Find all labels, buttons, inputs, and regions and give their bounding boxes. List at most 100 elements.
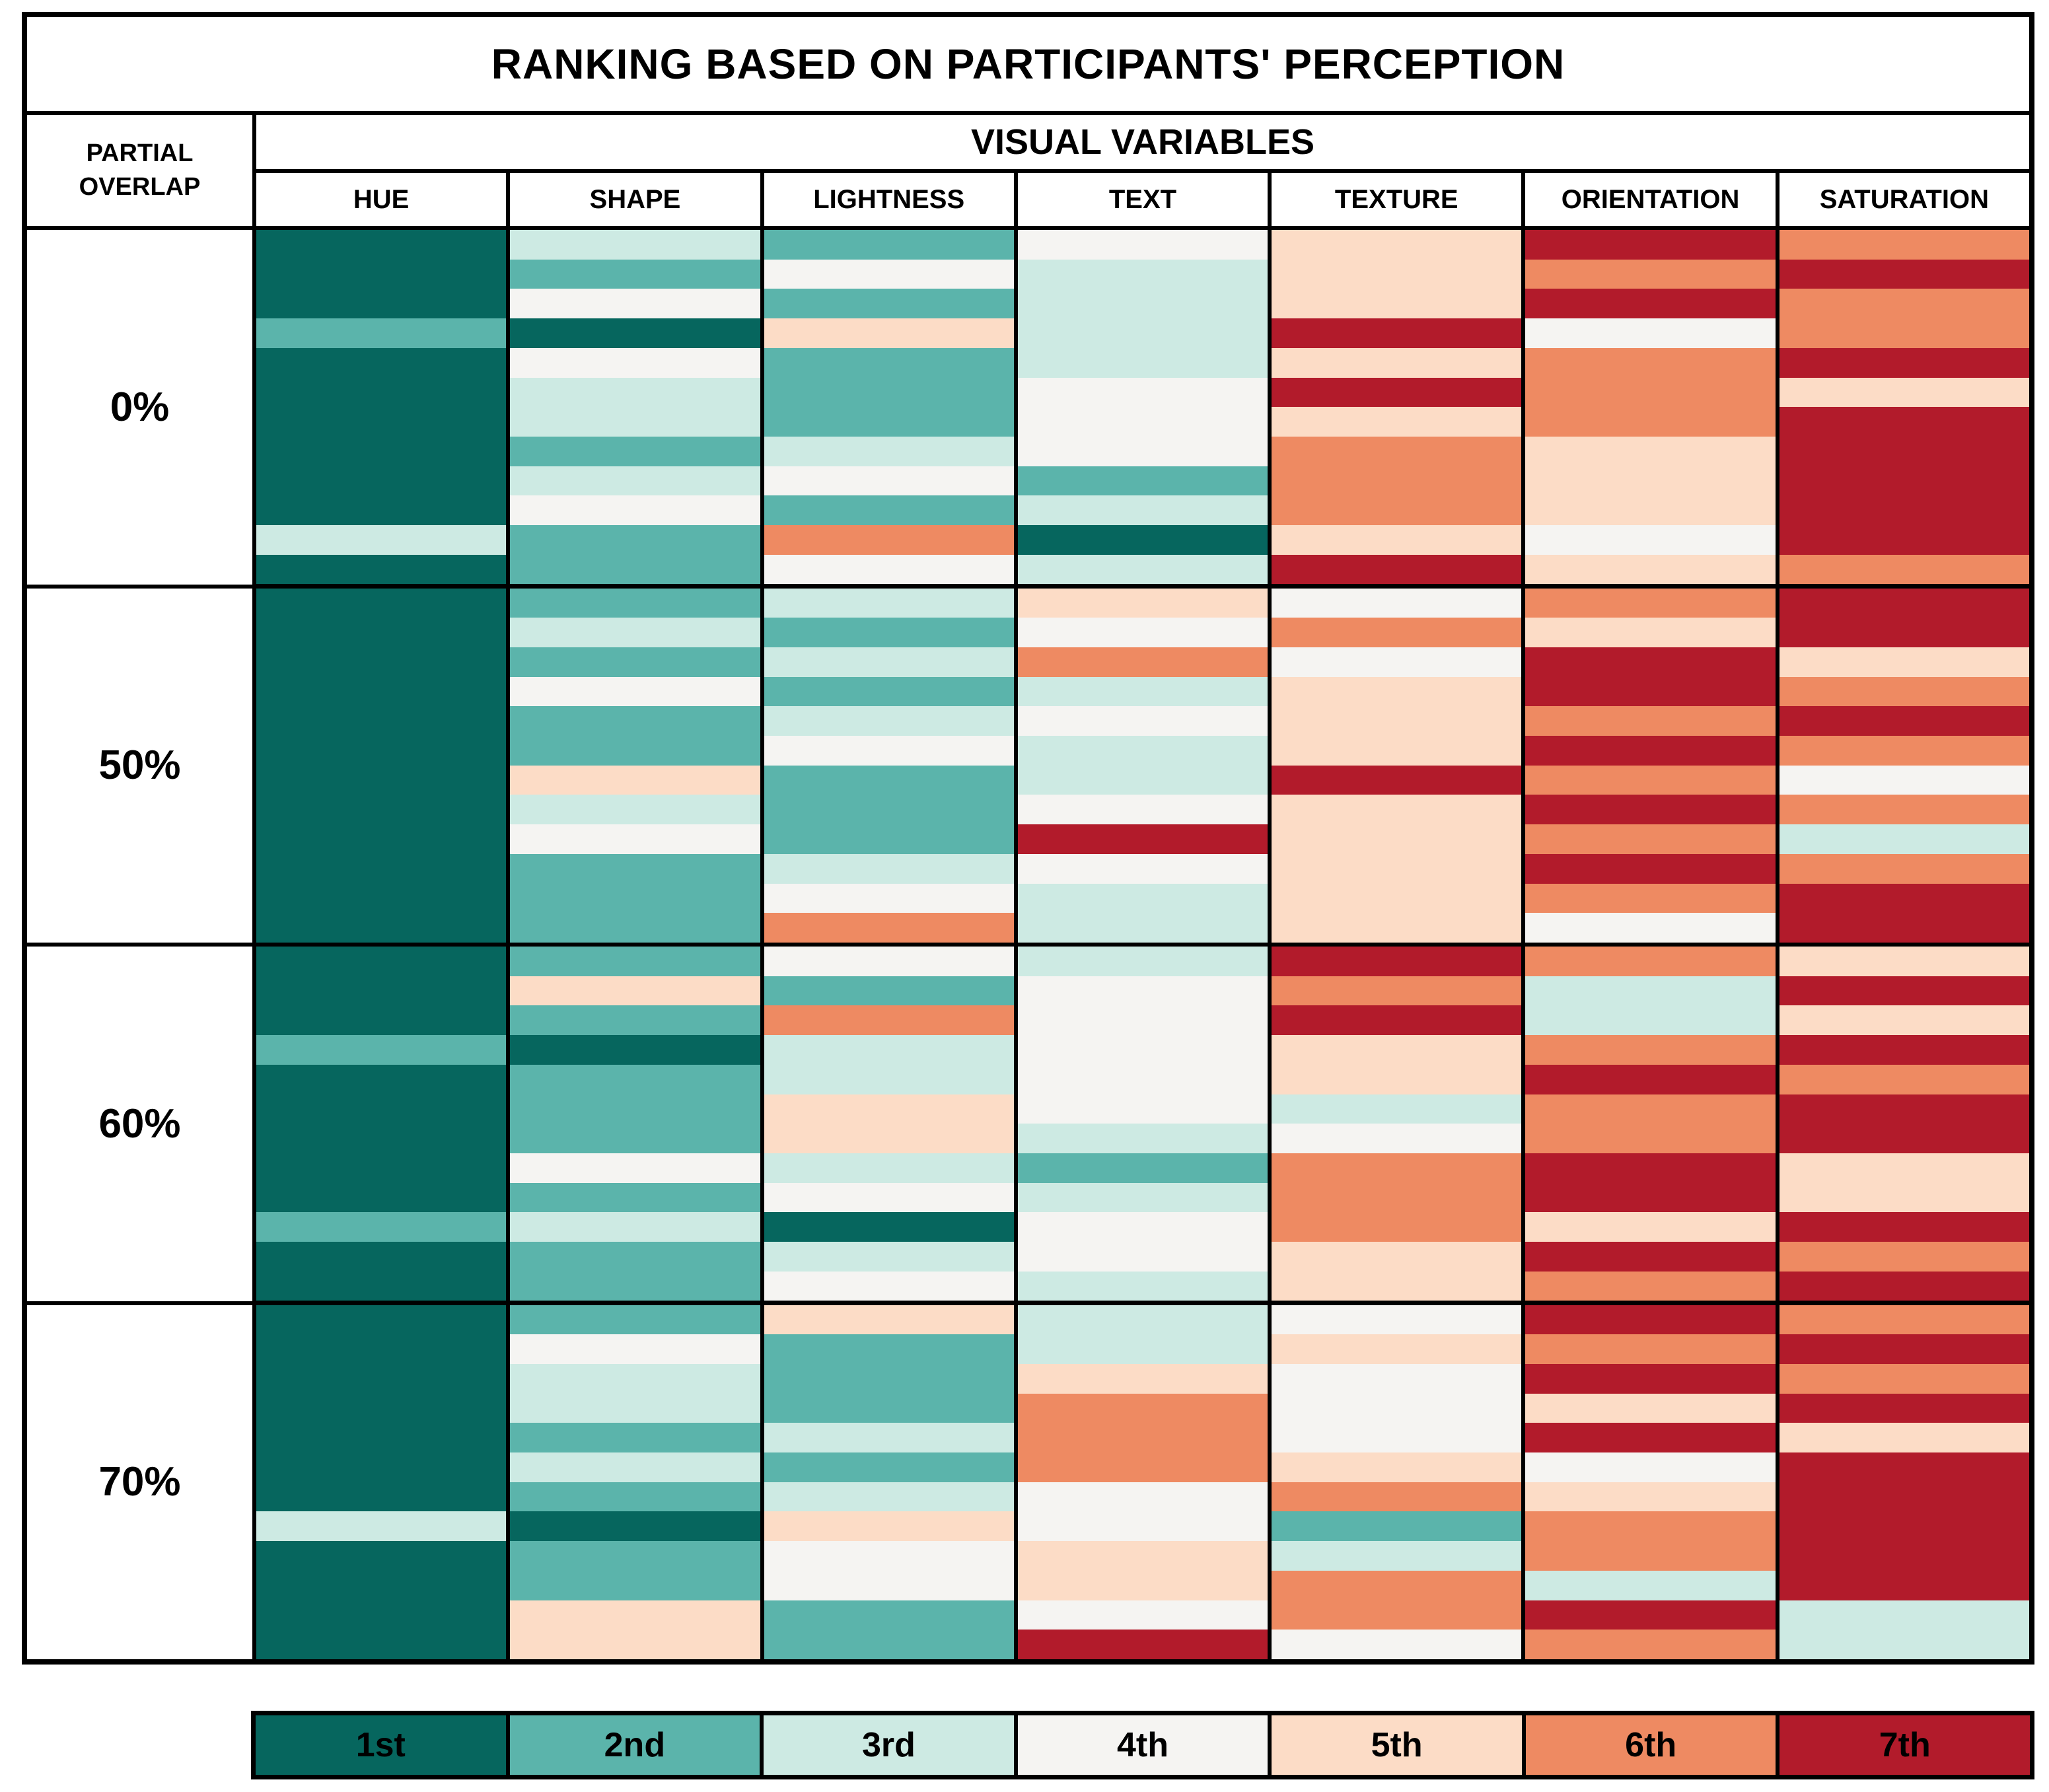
- legend-label: 1st: [355, 1726, 406, 1764]
- rank-stripe: [510, 377, 760, 408]
- rank-stripe: [510, 618, 760, 647]
- rank-stripe: [1017, 706, 1268, 736]
- rank-stripe: [510, 1182, 760, 1213]
- rank-stripe: [1272, 618, 1522, 647]
- rank-stripe: [1525, 1452, 1776, 1482]
- rank-stripe: [1017, 1423, 1268, 1453]
- rank-stripe: [1525, 1271, 1776, 1301]
- rank-stripe: [764, 947, 1014, 976]
- rank-stripe: [764, 1570, 1014, 1600]
- legend-cell-5th: 5th: [1272, 1715, 1522, 1775]
- legend-cell-4th: 4th: [1017, 1715, 1268, 1775]
- rank-stripe: [256, 1511, 507, 1542]
- rank-stripe: [1272, 1005, 1522, 1036]
- rank-stripe: [1779, 1393, 2029, 1423]
- rank-stripe: [764, 1600, 1014, 1630]
- rank-stripe: [1017, 466, 1268, 496]
- rank-stripe: [1272, 259, 1522, 289]
- rank-stripe: [1779, 436, 2029, 466]
- rank-stripe: [1779, 466, 2029, 496]
- legend-label: 5th: [1371, 1726, 1423, 1764]
- rank-stripe: [1525, 1541, 1776, 1571]
- rank-stripe: [764, 588, 1014, 618]
- rank-stripe: [256, 765, 507, 795]
- rank-stripe: [1017, 765, 1268, 795]
- rank-stripe: [1272, 1570, 1522, 1600]
- rank-stripe: [1779, 1064, 2029, 1094]
- rank-stripe: [764, 676, 1014, 707]
- rank-stripe: [764, 259, 1014, 289]
- rank-stripe: [1779, 407, 2029, 437]
- rank-stripe: [256, 289, 507, 319]
- rank-stripe: [510, 347, 760, 378]
- rank-stripe: [1779, 525, 2029, 555]
- heatmap-cell-texture-50: [1272, 588, 1522, 943]
- rank-stripe: [764, 706, 1014, 736]
- rank-stripe: [1779, 1482, 2029, 1512]
- rank-stripe: [510, 824, 760, 854]
- rank-stripe: [510, 1452, 760, 1482]
- rank-stripe: [1779, 1511, 2029, 1542]
- rank-stripe: [1779, 976, 2029, 1006]
- rank-stripe: [764, 1630, 1014, 1659]
- rank-stripe: [1017, 1305, 1268, 1335]
- heatmap-cell-shape-60: [510, 947, 760, 1301]
- heatmap-cell-orientation-70: [1525, 1305, 1776, 1660]
- rank-stripe: [1272, 883, 1522, 914]
- rank-stripe: [1017, 407, 1268, 437]
- rank-stripe: [1272, 706, 1522, 736]
- rank-stripe: [1272, 1094, 1522, 1124]
- heatmap-cell-orientation-50: [1525, 588, 1776, 943]
- rank-stripe: [510, 1363, 760, 1394]
- rank-stripe: [1779, 1124, 2029, 1153]
- legend-label: 6th: [1625, 1726, 1677, 1764]
- column-header-lightness: LIGHTNESS: [764, 173, 1014, 226]
- rank-stripe: [256, 1182, 507, 1213]
- overlap-group-60: 60%: [27, 947, 2029, 1301]
- rank-stripe: [764, 1271, 1014, 1301]
- rank-stripe: [1525, 1334, 1776, 1364]
- rank-stripe: [1272, 1242, 1522, 1272]
- rank-stripe: [764, 1482, 1014, 1512]
- rank-stripe: [510, 765, 760, 795]
- rank-stripe: [1017, 1064, 1268, 1094]
- rank-stripe: [1272, 1600, 1522, 1630]
- rank-stripe: [1017, 259, 1268, 289]
- rank-stripe: [256, 1153, 507, 1183]
- rank-stripe: [1017, 1153, 1268, 1183]
- rank-stripe: [1017, 1541, 1268, 1571]
- rank-stripe: [1525, 1094, 1776, 1124]
- overlap-label: 0%: [27, 230, 252, 585]
- heatmap-cell-text-60: [1017, 947, 1268, 1301]
- ranking-table: RANKING BASED ON PARTICIPANTS' PERCEPTIO…: [22, 12, 2034, 1665]
- column-header-shape: SHAPE: [510, 173, 760, 226]
- rank-stripe: [1525, 1064, 1776, 1094]
- rank-stripe: [764, 913, 1014, 943]
- overlap-group-50: 50%: [27, 588, 2029, 943]
- rank-stripe: [1525, 736, 1776, 766]
- rank-stripe: [1525, 1363, 1776, 1394]
- rank-stripe: [256, 1541, 507, 1571]
- rank-stripe: [1525, 377, 1776, 408]
- rank-stripe: [1525, 1035, 1776, 1065]
- rank-stripe: [256, 947, 507, 976]
- rank-stripe: [1272, 466, 1522, 496]
- column-headers-row: HUE SHAPE LIGHTNESS TEXT TEXTURE ORIENTATION S…: [256, 173, 2029, 226]
- rank-stripe: [1525, 1482, 1776, 1512]
- rank-stripe: [1017, 676, 1268, 707]
- rank-stripe: [1017, 436, 1268, 466]
- heatmap-cell-texture-0: [1272, 230, 1522, 585]
- rank-stripe: [1525, 1242, 1776, 1272]
- rank-stripe: [1525, 1570, 1776, 1600]
- rank-stripe: [1779, 347, 2029, 378]
- rank-stripe: [256, 1570, 507, 1600]
- rank-stripe: [256, 588, 507, 618]
- rank-stripe: [256, 554, 507, 585]
- heatmap-cell-texture-60: [1272, 947, 1522, 1301]
- rank-stripe: [256, 318, 507, 348]
- rank-stripe: [1017, 853, 1268, 884]
- rank-stripe: [256, 1124, 507, 1153]
- rank-stripe: [1525, 495, 1776, 526]
- rank-stripe: [1779, 1005, 2029, 1036]
